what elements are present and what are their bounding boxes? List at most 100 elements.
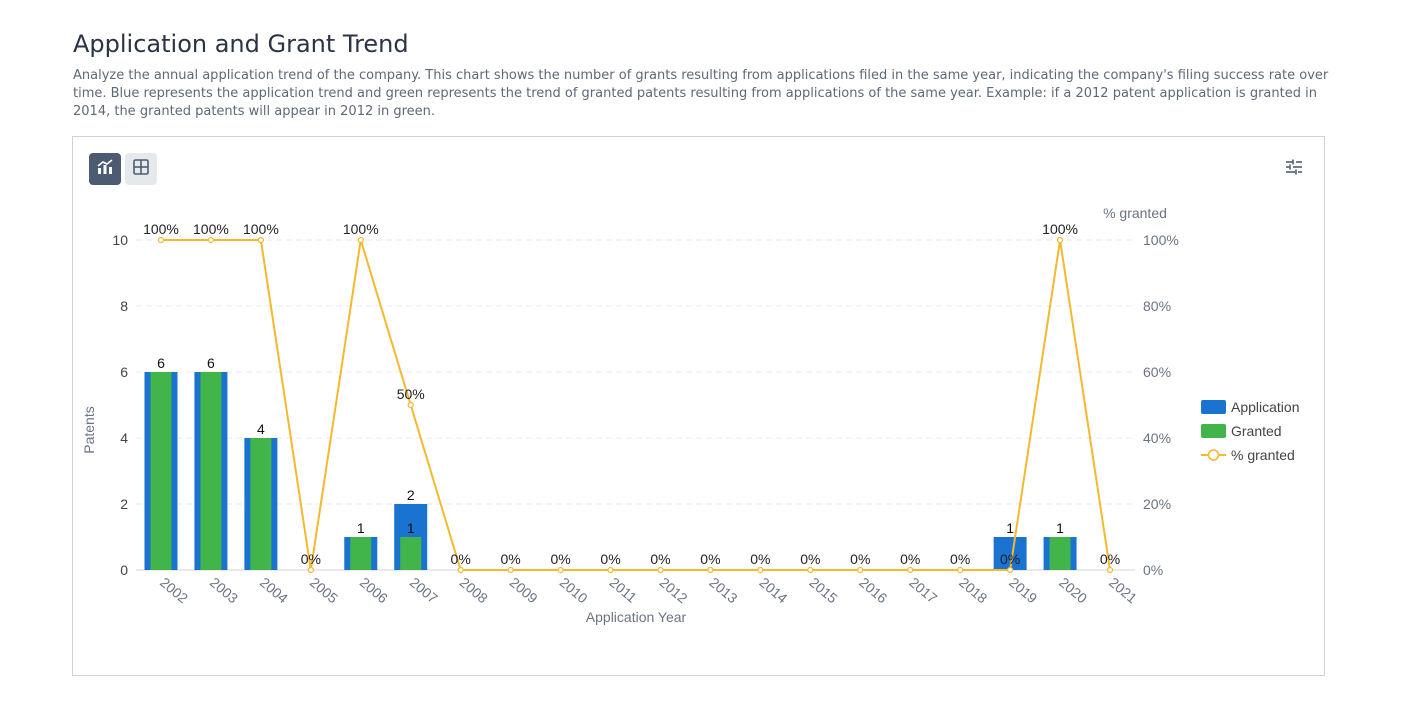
percent-granted-point: [957, 566, 964, 574]
y-right-tick-label: 100%: [1143, 232, 1179, 248]
percent-granted-point: [257, 236, 264, 244]
y-axis-title: Patents: [81, 406, 97, 453]
y-right-tick-label: 20%: [1143, 496, 1171, 512]
y-right-tick-label: 0%: [1143, 562, 1163, 578]
x-tick-label: 2018: [956, 574, 990, 606]
application-value-label: 1: [357, 520, 365, 536]
application-value-label: 6: [157, 355, 165, 371]
x-tick-label: 2009: [507, 574, 541, 606]
x-tick-label: 2010: [557, 574, 591, 606]
chart-card: [72, 136, 1325, 676]
x-tick-label: 2016: [856, 574, 890, 606]
x-tick-label: 2005: [307, 574, 341, 606]
legend-swatch-granted: [1201, 424, 1226, 438]
legend-label-percent-granted: % granted: [1231, 447, 1295, 463]
percent-granted-label: 0%: [800, 551, 820, 567]
percent-granted-point: [1056, 236, 1064, 244]
percent-granted-point: [1007, 566, 1014, 574]
bar-granted: [200, 372, 222, 570]
y-right-tick-label: 80%: [1143, 298, 1171, 314]
page-title: Application and Grant Trend: [73, 30, 409, 58]
percent-granted-point: [457, 566, 464, 574]
percent-granted-point: [357, 236, 364, 244]
chart-settings-button[interactable]: [1281, 157, 1307, 181]
chart-view-button[interactable]: [89, 153, 121, 185]
x-tick-label: 2006: [357, 574, 391, 606]
bar-granted: [250, 438, 272, 570]
x-tick-label: 2011: [607, 574, 641, 606]
x-axis-title: Application Year: [586, 609, 687, 625]
percent-granted-label: 0%: [1100, 551, 1120, 567]
x-tick-label: 2012: [657, 574, 691, 606]
page-description: Analyze the annual application trend of …: [73, 68, 1329, 119]
percent-granted-point: [407, 401, 414, 409]
percent-granted-label: 100%: [143, 221, 179, 237]
x-tick-label: 2021: [1106, 574, 1140, 606]
legend-swatch-application: [1201, 400, 1226, 414]
percent-granted-label: 100%: [193, 221, 229, 237]
percent-granted-label: 0%: [750, 551, 770, 567]
percent-granted-point: [307, 566, 314, 574]
percent-granted-label: 0%: [600, 551, 620, 567]
y-tick-label: 6: [120, 364, 128, 380]
percent-granted-label: 0%: [550, 551, 570, 567]
x-tick-label: 2014: [756, 574, 790, 606]
percent-granted-label: 0%: [650, 551, 670, 567]
sliders-settings-icon: [1285, 159, 1303, 180]
x-tick-label: 2017: [906, 574, 940, 606]
y-tick-label: 0: [120, 562, 128, 578]
granted-value-label: 1: [407, 520, 415, 536]
percent-granted-label: 0%: [1000, 551, 1020, 567]
x-tick-label: 2020: [1056, 574, 1090, 606]
table-view-button[interactable]: [125, 153, 157, 185]
percent-granted-label: 0%: [950, 551, 970, 567]
application-value-label: 1: [1006, 520, 1014, 536]
x-tick-label: 2004: [257, 574, 291, 606]
y-tick-label: 4: [120, 430, 128, 446]
percent-granted-label: 100%: [1042, 221, 1078, 237]
percent-granted-line: [160, 239, 1112, 571]
percent-granted-label: 0%: [501, 551, 521, 567]
y-tick-label: 8: [120, 298, 128, 314]
bar-granted: [400, 537, 422, 570]
legend-label-granted: Granted: [1231, 423, 1282, 439]
percent-granted-label: 100%: [243, 221, 279, 237]
x-tick-label: 2002: [157, 574, 191, 606]
percent-granted-point: [607, 566, 614, 574]
y-right-tick-label: 60%: [1143, 364, 1171, 380]
x-tick-label: 2019: [1006, 574, 1040, 606]
percent-granted-point: [1106, 566, 1114, 574]
legend-swatch-percent-point: [1207, 449, 1220, 461]
bar-line-chart-icon: [96, 158, 114, 181]
percent-granted-point: [207, 236, 215, 244]
x-tick-label: 2013: [706, 574, 740, 606]
x-tick-label: 2003: [207, 574, 241, 606]
percent-granted-point: [507, 566, 514, 574]
application-value-label: 1: [1056, 520, 1064, 536]
legend-label-application: Application: [1231, 399, 1300, 415]
percent-granted-point: [707, 566, 714, 574]
x-tick-label: 2015: [806, 574, 840, 606]
percent-granted-point: [857, 566, 864, 574]
percent-granted-label: 0%: [900, 551, 920, 567]
x-tick-label: 2007: [407, 574, 441, 606]
percent-granted-point: [907, 566, 914, 574]
bar-granted: [1049, 537, 1071, 570]
percent-granted-label: 0%: [850, 551, 870, 567]
x-tick-label: 2008: [457, 574, 491, 606]
percent-granted-label: 100%: [343, 221, 379, 237]
y-tick-label: 2: [120, 496, 128, 512]
application-value-label: 2: [407, 487, 415, 503]
y-right-axis-title: % granted: [1103, 205, 1167, 221]
y-right-tick-label: 40%: [1143, 430, 1171, 446]
application-value-label: 6: [207, 355, 215, 371]
percent-granted-point: [657, 566, 664, 574]
bar-granted: [350, 537, 372, 570]
y-tick-label: 10: [112, 232, 128, 248]
percent-granted-point: [157, 236, 165, 244]
percent-granted-label: 0%: [700, 551, 720, 567]
application-value-label: 4: [257, 421, 265, 437]
percent-granted-label: 50%: [397, 386, 425, 402]
percent-granted-point: [807, 566, 814, 574]
